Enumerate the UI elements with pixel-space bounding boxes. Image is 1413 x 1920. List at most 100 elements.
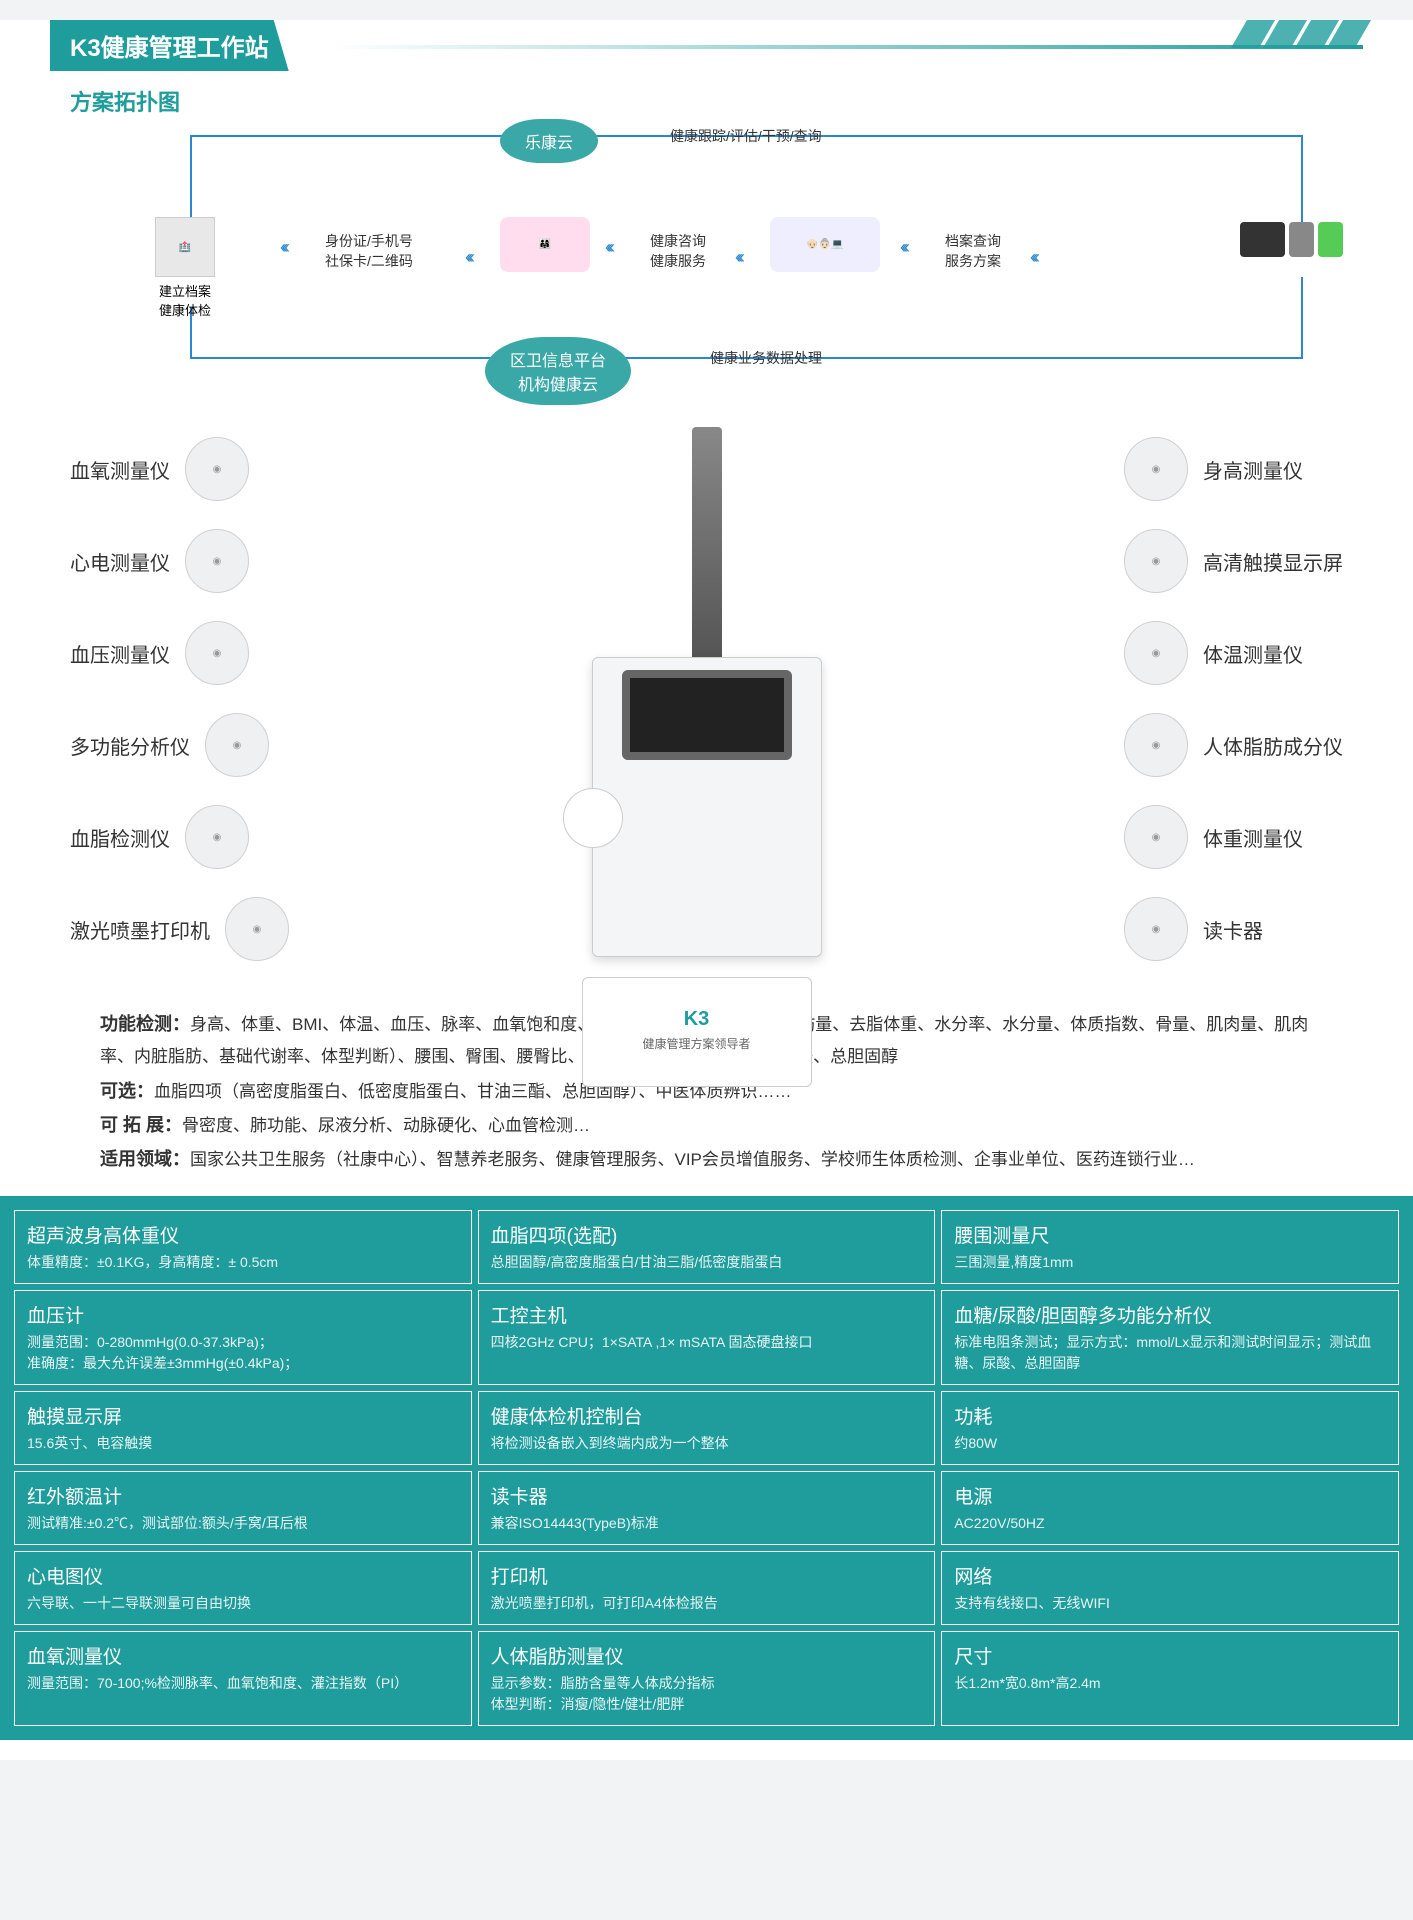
spec-title: 人体脂肪测量仪 [491,1642,923,1669]
device-icon: ◉ [225,897,289,961]
spec-cell: 心电图仪六导联、一十二导联测量可自由切换 [14,1551,472,1625]
device-item: 血脂检测仪 ◉ [70,805,249,869]
spec-title: 血脂四项(选配) [491,1221,923,1248]
device-label: 读卡器 [1203,915,1263,944]
spec-cell: 超声波身高体重仪体重精度：±0.1KG，身高精度：± 0.5cm [14,1210,472,1284]
topology-diagram: 乐康云 健康跟踪/评估/干预/查询 ‹‹‹ 身份证/手机号 社保卡/二维码 ‹‹… [70,127,1343,397]
device-label: 高清触摸显示屏 [1203,547,1343,576]
spec-desc: 三围测量,精度1mm [954,1252,1386,1273]
device-label: 体重测量仪 [1203,823,1303,852]
device-label: 体温测量仪 [1203,639,1303,668]
device-item: ◉ 高清触摸显示屏 [1124,529,1343,593]
sub-title: 方案拓扑图 [70,85,1343,117]
spec-cell: 读卡器兼容ISO14443(TypeB)标准 [478,1471,936,1545]
device-icon: ◉ [1124,437,1188,501]
device-item: ◉ 人体脂肪成分仪 [1124,713,1343,777]
spec-table: 超声波身高体重仪体重精度：±0.1KG，身高精度：± 0.5cm血脂四项(选配)… [0,1196,1413,1740]
topo-top-text: 健康跟踪/评估/干预/查询 [670,127,822,147]
spec-desc: 激光喷墨打印机，可打印A4体检报告 [491,1593,923,1614]
spec-cell: 人体脂肪测量仪显示参数：脂肪含量等人体成分指标体型判断：消瘦/隐性/健壮/肥胖 [478,1631,936,1726]
device-label: 身高测量仪 [1203,455,1303,484]
spec-cell: 血脂四项(选配)总胆固醇/高密度脂蛋白/甘油三脂/低密度脂蛋白 [478,1210,936,1284]
spec-cell: 尺寸长1.2m*宽0.8m*高2.4m [941,1631,1399,1726]
device-label: 激光喷墨打印机 [70,915,210,944]
spec-desc: 标准电阻条测试；显示方式：mmol/Lx显示和测试时间显示；测试血糖、尿酸、总胆… [954,1332,1386,1374]
spec-title: 工控主机 [491,1301,923,1328]
device-item: 多功能分析仪 ◉ [70,713,269,777]
device-icon: ◉ [205,713,269,777]
spec-desc: 将检测设备嵌入到终端内成为一个整体 [491,1433,923,1454]
device-label: 血脂检测仪 [70,823,170,852]
device-section: 血氧测量仪 ◉ 心电测量仪 ◉ 血压测量仪 ◉ 多功能分析仪 ◉ 血脂检测仪 ◉ 激光喷墨打印机 ◉ … [70,427,1343,987]
spec-title: 腰围测量尺 [954,1221,1386,1248]
spec-title: 心电图仪 [27,1562,459,1589]
spec-desc: 测量范围：70-100;%检测脉率、血氧饱和度、灌注指数（PI） [27,1673,459,1694]
device-icon: ◉ [1124,713,1188,777]
device-label: 血氧测量仪 [70,455,170,484]
device-icon: ◉ [185,621,249,685]
spec-cell: 血压计测量范围：0-280mmHg(0.0-37.3kPa)；准确度：最大允许误… [14,1290,472,1385]
device-icon: ◉ [1124,621,1188,685]
device-item: 血氧测量仪 ◉ [70,437,249,501]
device-item: ◉ 体温测量仪 [1124,621,1303,685]
spec-desc: 兼容ISO14443(TypeB)标准 [491,1513,923,1534]
device-label: 血压测量仪 [70,639,170,668]
device-item: 激光喷墨打印机 ◉ [70,897,289,961]
device-item: ◉ 读卡器 [1124,897,1263,961]
spec-title: 触摸显示屏 [27,1402,459,1429]
device-icon: ◉ [185,437,249,501]
spec-title: 血糖/尿酸/胆固醇多功能分析仪 [954,1301,1386,1328]
spec-desc: 测试精准:±0.2℃，测试部位:额头/手窝/耳后根 [27,1513,459,1534]
spec-desc: 支持有线接口、无线WIFI [954,1593,1386,1614]
spec-title: 超声波身高体重仪 [27,1221,459,1248]
cloud-top: 乐康云 [500,119,598,163]
spec-cell: 网络支持有线接口、无线WIFI [941,1551,1399,1625]
spec-cell: 腰围测量尺三围测量,精度1mm [941,1210,1399,1284]
spec-cell: 电源 AC220V/50HZ [941,1471,1399,1545]
spec-title: 读卡器 [491,1482,923,1509]
spec-desc: 六导联、一十二导联测量可自由切换 [27,1593,459,1614]
spec-desc: AC220V/50HZ [954,1513,1386,1534]
device-icon: ◉ [1124,529,1188,593]
spec-title: 尺寸 [954,1642,1386,1669]
cloud-bottom: 区卫信息平台 机构健康云 [485,337,631,405]
spec-desc: 15.6英寸、电容触摸 [27,1433,459,1454]
device-label: 人体脂肪成分仪 [1203,731,1343,760]
spec-cell: 血糖/尿酸/胆固醇多功能分析仪标准电阻条测试；显示方式：mmol/Lx显示和测试… [941,1290,1399,1385]
spec-cell: 红外额温计测试精准:±0.2℃，测试部位:额头/手窝/耳后根 [14,1471,472,1545]
topo-node-right [1240,222,1343,257]
device-icon: ◉ [185,529,249,593]
spec-cell: 功耗约80W [941,1391,1399,1465]
spec-title: 血氧测量仪 [27,1642,459,1669]
spec-cell: 打印机激光喷墨打印机，可打印A4体检报告 [478,1551,936,1625]
header-title: K3健康管理工作站 [50,20,289,71]
device-item: ◉ 体重测量仪 [1124,805,1303,869]
spec-title: 血压计 [27,1301,459,1328]
spec-cell: 血氧测量仪测量范围：70-100;%检测脉率、血氧饱和度、灌注指数（PI） [14,1631,472,1726]
spec-cell: 工控主机四核2GHz CPU；1×SATA ,1× mSATA 固态硬盘接口 [478,1290,936,1385]
device-icon: ◉ [1124,897,1188,961]
spec-cell: 触摸显示屏 15.6英寸、电容触摸 [14,1391,472,1465]
spec-desc: 约80W [954,1433,1386,1454]
topo-bottom-text: 健康业务数据处理 [710,349,822,369]
spec-title: 网络 [954,1562,1386,1589]
topo-node-left: 🏥 建立档案 健康体检 [155,217,215,319]
spec-desc: 显示参数：脂肪含量等人体成分指标体型判断：消瘦/隐性/健壮/肥胖 [491,1673,923,1715]
spec-title: 电源 [954,1482,1386,1509]
device-icon: ◉ [1124,805,1188,869]
spec-desc: 长1.2m*宽0.8m*高2.4m [954,1673,1386,1694]
spec-title: 健康体检机控制台 [491,1402,923,1429]
spec-desc: 测量范围：0-280mmHg(0.0-37.3kPa)；准确度：最大允许误差±3… [27,1332,459,1374]
spec-desc: 体重精度：±0.1KG，身高精度：± 0.5cm [27,1252,459,1273]
device-item: ◉ 身高测量仪 [1124,437,1303,501]
page-header: K3健康管理工作站 [50,20,1363,70]
spec-cell: 健康体检机控制台将检测设备嵌入到终端内成为一个整体 [478,1391,936,1465]
device-label: 心电测量仪 [70,547,170,576]
device-icon: ◉ [185,805,249,869]
spec-title: 打印机 [491,1562,923,1589]
spec-title: 功耗 [954,1402,1386,1429]
device-label: 多功能分析仪 [70,731,190,760]
device-item: 血压测量仪 ◉ [70,621,249,685]
spec-title: 红外额温计 [27,1482,459,1509]
center-kiosk: K3 健康管理方案领导者 [582,427,832,967]
